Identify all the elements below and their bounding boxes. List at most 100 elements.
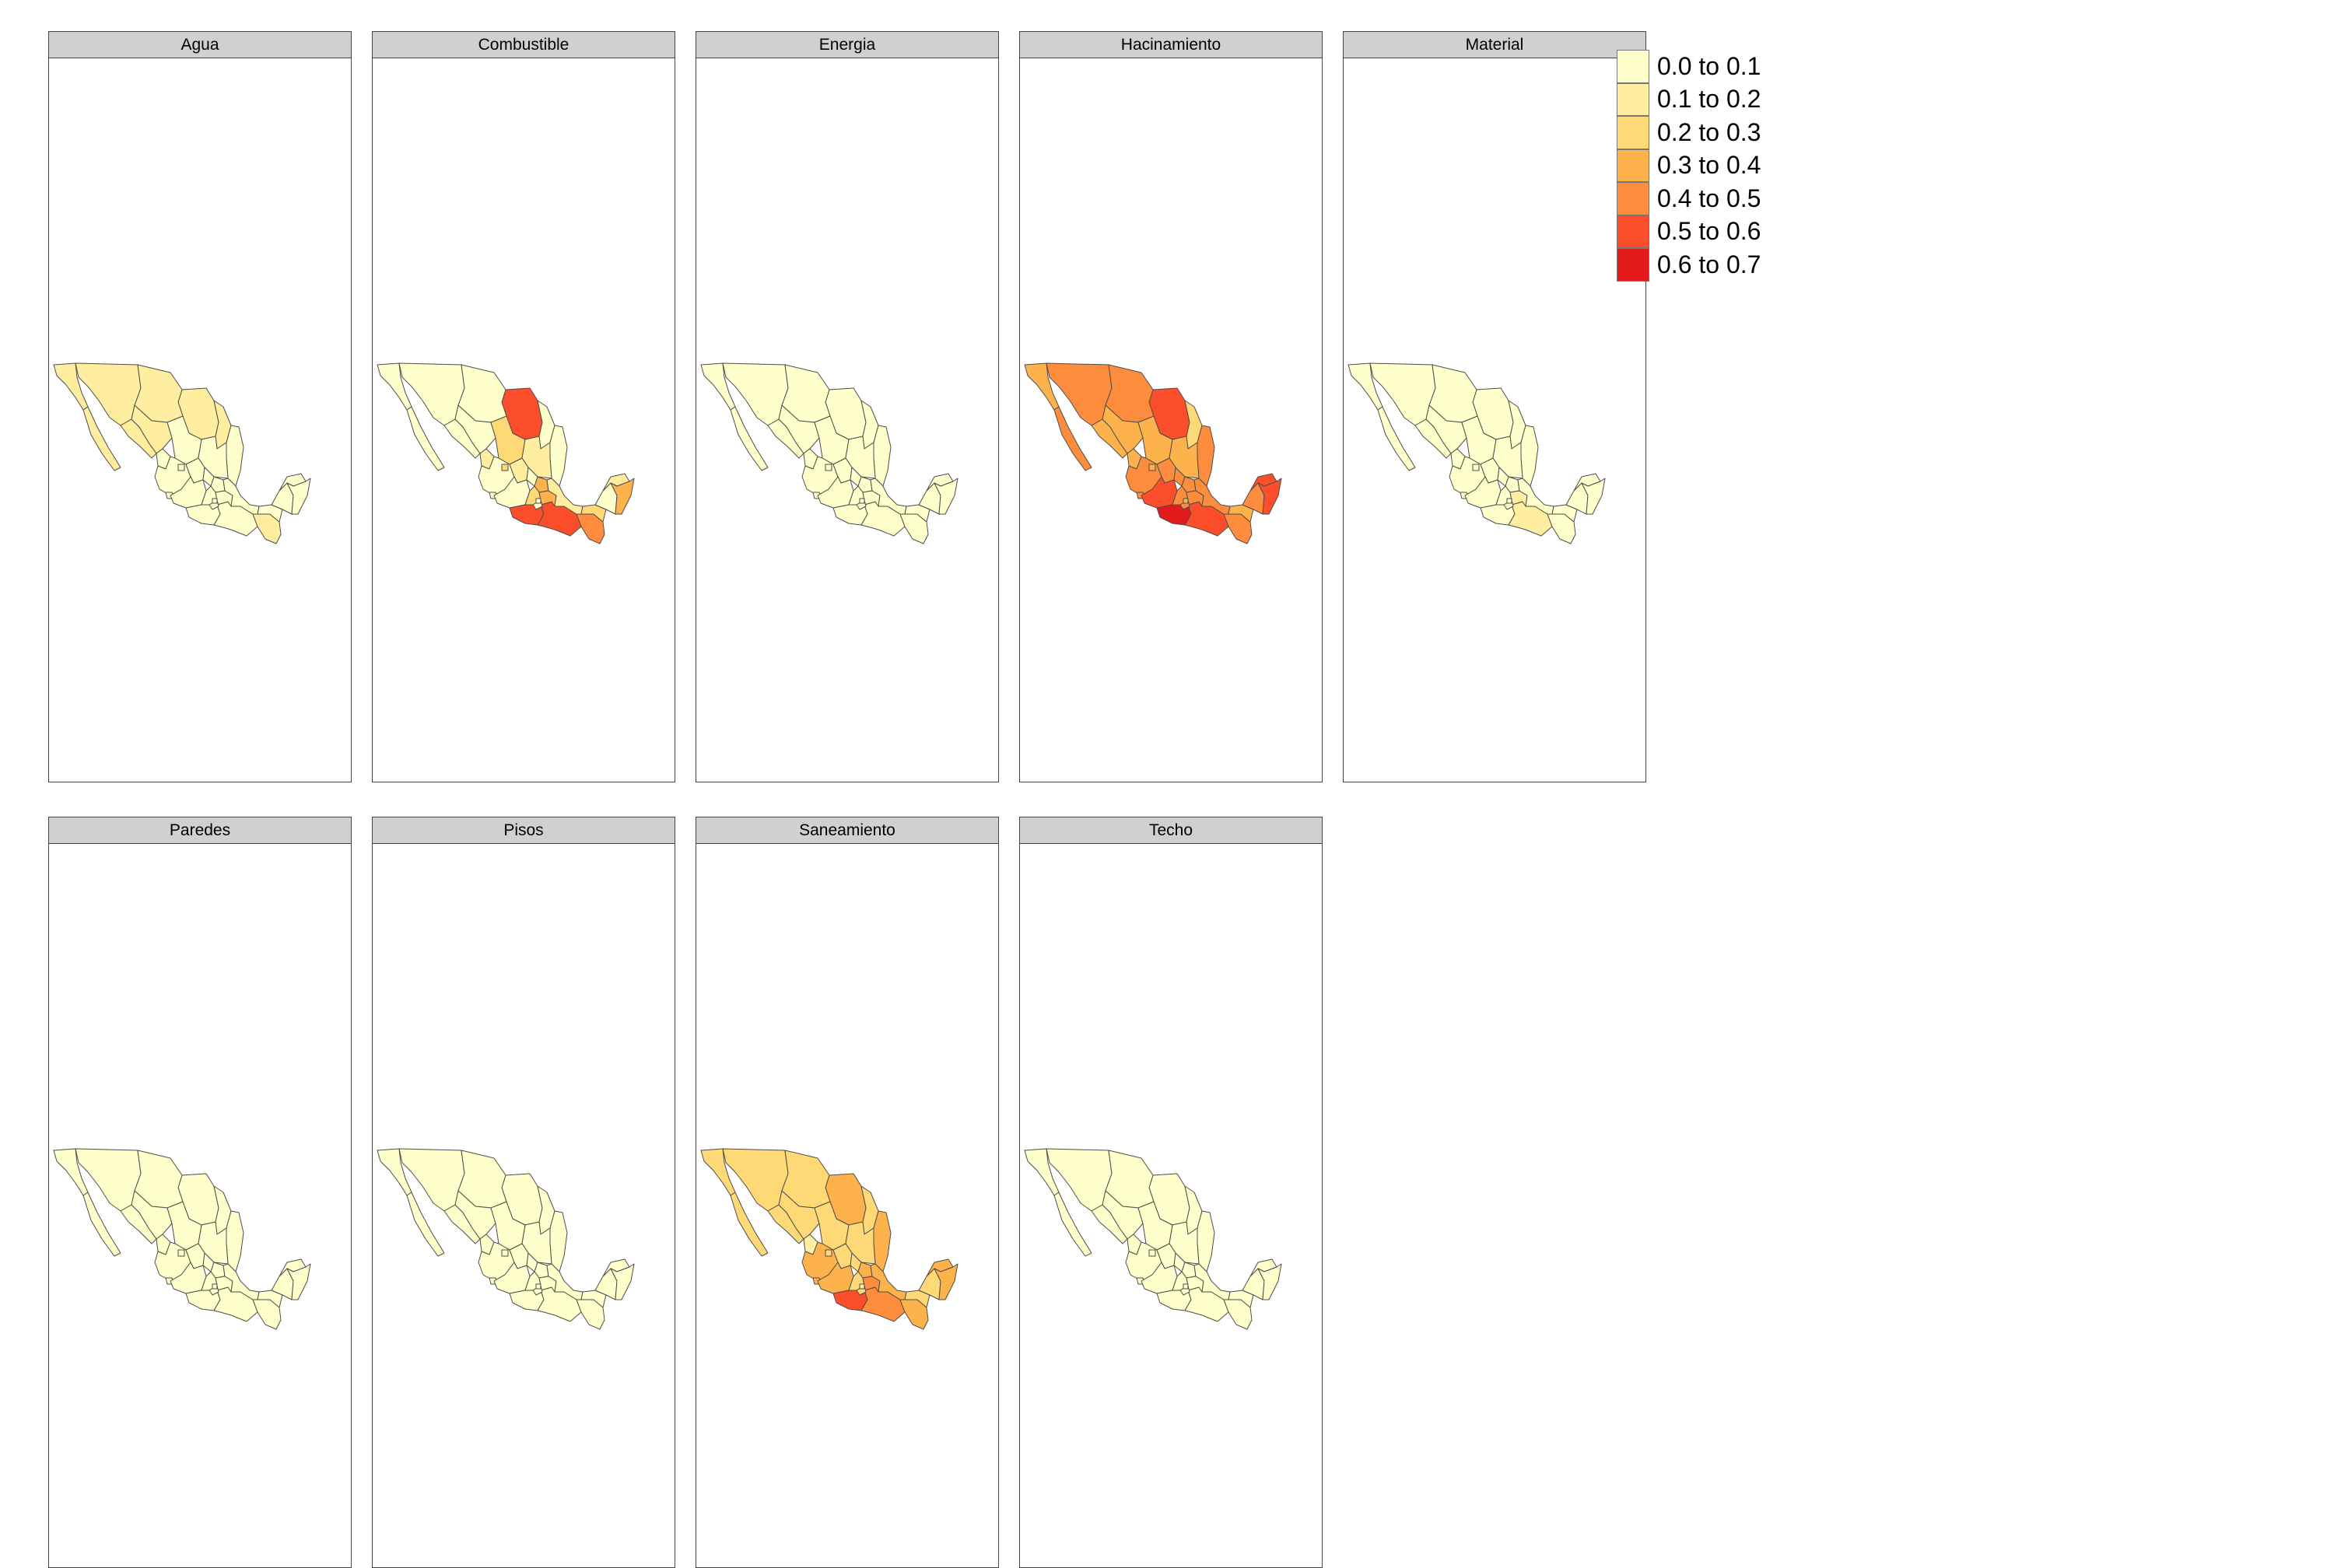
- facet-title: Paredes: [48, 817, 352, 844]
- facet-title: Saneamiento: [696, 817, 999, 844]
- state-michoacan: [170, 476, 207, 509]
- legend-label: 0.4 to 0.5: [1657, 184, 1761, 212]
- legend-label: 0.0 to 0.1: [1657, 51, 1761, 80]
- mexico-map: [377, 1148, 635, 1330]
- state-quintana-roo: [934, 478, 958, 515]
- state-quintana-roo: [610, 478, 635, 515]
- state-baja-california-sur: [82, 406, 121, 471]
- state-aguascalientes: [1472, 464, 1480, 471]
- map-plot-area: [48, 843, 352, 1568]
- state-baja-california-sur: [1053, 406, 1092, 471]
- legend-item: 0.6 to 0.7: [1617, 248, 1761, 282]
- state-ciudad-de-mexico: [535, 498, 541, 504]
- mexico-map: [700, 1148, 958, 1330]
- legend-item: 0.1 to 0.2: [1617, 82, 1761, 116]
- facet-panel-saneamiento: Saneamiento: [696, 817, 999, 1568]
- state-tamaulipas: [549, 1210, 568, 1272]
- state-quintana-roo: [934, 1263, 958, 1300]
- map-plot-area: [1019, 58, 1323, 782]
- legend-label: 0.2 to 0.3: [1657, 117, 1761, 146]
- state-tamaulipas: [873, 1210, 892, 1272]
- state-quintana-roo: [1257, 1263, 1282, 1300]
- facet-panel-hacinamiento: Hacinamiento: [1019, 31, 1323, 782]
- legend-item: 0.0 to 0.1: [1617, 50, 1761, 83]
- facet-panel-material: Material: [1343, 31, 1646, 782]
- map-plot-area: [696, 843, 999, 1568]
- state-ciudad-de-mexico: [1183, 1283, 1189, 1290]
- state-quintana-roo: [1581, 478, 1606, 515]
- map-plot-area: [1343, 58, 1646, 782]
- map-plot-area: [372, 843, 675, 1568]
- legend-item: 0.5 to 0.6: [1617, 215, 1761, 248]
- state-ciudad-de-mexico: [212, 1283, 218, 1290]
- state-michoacan: [817, 1262, 854, 1294]
- facet-title: Combustible: [372, 31, 675, 58]
- legend-label: 0.3 to 0.4: [1657, 151, 1761, 180]
- state-aguascalientes: [177, 464, 185, 471]
- map-plot-area: [1019, 843, 1323, 1568]
- state-michoacan: [1141, 476, 1178, 509]
- legend-item: 0.3 to 0.4: [1617, 149, 1761, 182]
- legend-swatch: [1617, 149, 1649, 182]
- map-plot-area: [696, 58, 999, 782]
- legend-label: 0.5 to 0.6: [1657, 217, 1761, 246]
- mexico-map: [700, 362, 958, 544]
- legend-label: 0.6 to 0.7: [1657, 250, 1761, 278]
- state-baja-california-sur: [730, 406, 769, 471]
- map-plot-area: [48, 58, 352, 782]
- state-quintana-roo: [1257, 478, 1282, 515]
- state-ciudad-de-mexico: [212, 498, 218, 504]
- mexico-map: [377, 362, 635, 544]
- state-ciudad-de-mexico: [1506, 498, 1512, 504]
- state-baja-california-sur: [730, 1192, 769, 1257]
- state-quintana-roo: [610, 1263, 635, 1300]
- state-tamaulipas: [226, 1210, 244, 1272]
- mexico-map: [53, 1148, 311, 1330]
- legend-swatch: [1617, 50, 1649, 83]
- state-aguascalientes: [825, 464, 832, 471]
- legend-swatch: [1617, 82, 1649, 116]
- map-plot-area: [372, 58, 675, 782]
- facet-title: Pisos: [372, 817, 675, 844]
- state-aguascalientes: [501, 464, 509, 471]
- state-tamaulipas: [873, 425, 892, 487]
- state-tamaulipas: [1197, 425, 1215, 487]
- state-ciudad-de-mexico: [859, 498, 865, 504]
- state-tamaulipas: [1197, 1210, 1215, 1272]
- facet-panel-energia: Energia: [696, 31, 999, 782]
- facet-title: Energia: [696, 31, 999, 58]
- state-michoacan: [493, 1262, 531, 1294]
- state-baja-california-sur: [1053, 1192, 1092, 1257]
- legend: 0.0 to 0.1 0.1 to 0.2 0.2 to 0.3 0.3 to 0.4…: [1617, 50, 1761, 282]
- state-tamaulipas: [1520, 425, 1539, 487]
- mexico-map: [53, 362, 311, 544]
- legend-item: 0.2 to 0.3: [1617, 116, 1761, 149]
- facet-title: Material: [1343, 31, 1646, 58]
- state-baja-california-sur: [406, 406, 445, 471]
- state-michoacan: [493, 476, 531, 509]
- state-aguascalientes: [1148, 1249, 1156, 1257]
- state-michoacan: [817, 476, 854, 509]
- state-aguascalientes: [1148, 464, 1156, 471]
- facet-panel-techo: Techo: [1019, 817, 1323, 1568]
- state-michoacan: [1464, 476, 1502, 509]
- state-baja-california-sur: [406, 1192, 445, 1257]
- mexico-map: [1024, 1148, 1282, 1330]
- state-aguascalientes: [501, 1249, 509, 1257]
- legend-swatch: [1617, 248, 1649, 282]
- state-michoacan: [170, 1262, 207, 1294]
- state-ciudad-de-mexico: [535, 1283, 541, 1290]
- facet-panel-paredes: Paredes: [48, 817, 352, 1568]
- mexico-map: [1347, 362, 1606, 544]
- facet-title: Agua: [48, 31, 352, 58]
- facet-title: Hacinamiento: [1019, 31, 1323, 58]
- state-michoacan: [1141, 1262, 1178, 1294]
- mexico-map: [1024, 362, 1282, 544]
- state-ciudad-de-mexico: [1183, 498, 1189, 504]
- state-quintana-roo: [286, 1263, 311, 1300]
- legend-swatch: [1617, 215, 1649, 248]
- state-quintana-roo: [286, 478, 311, 515]
- legend-swatch: [1617, 182, 1649, 215]
- facet-panel-agua: Agua: [48, 31, 352, 782]
- state-aguascalientes: [177, 1249, 185, 1257]
